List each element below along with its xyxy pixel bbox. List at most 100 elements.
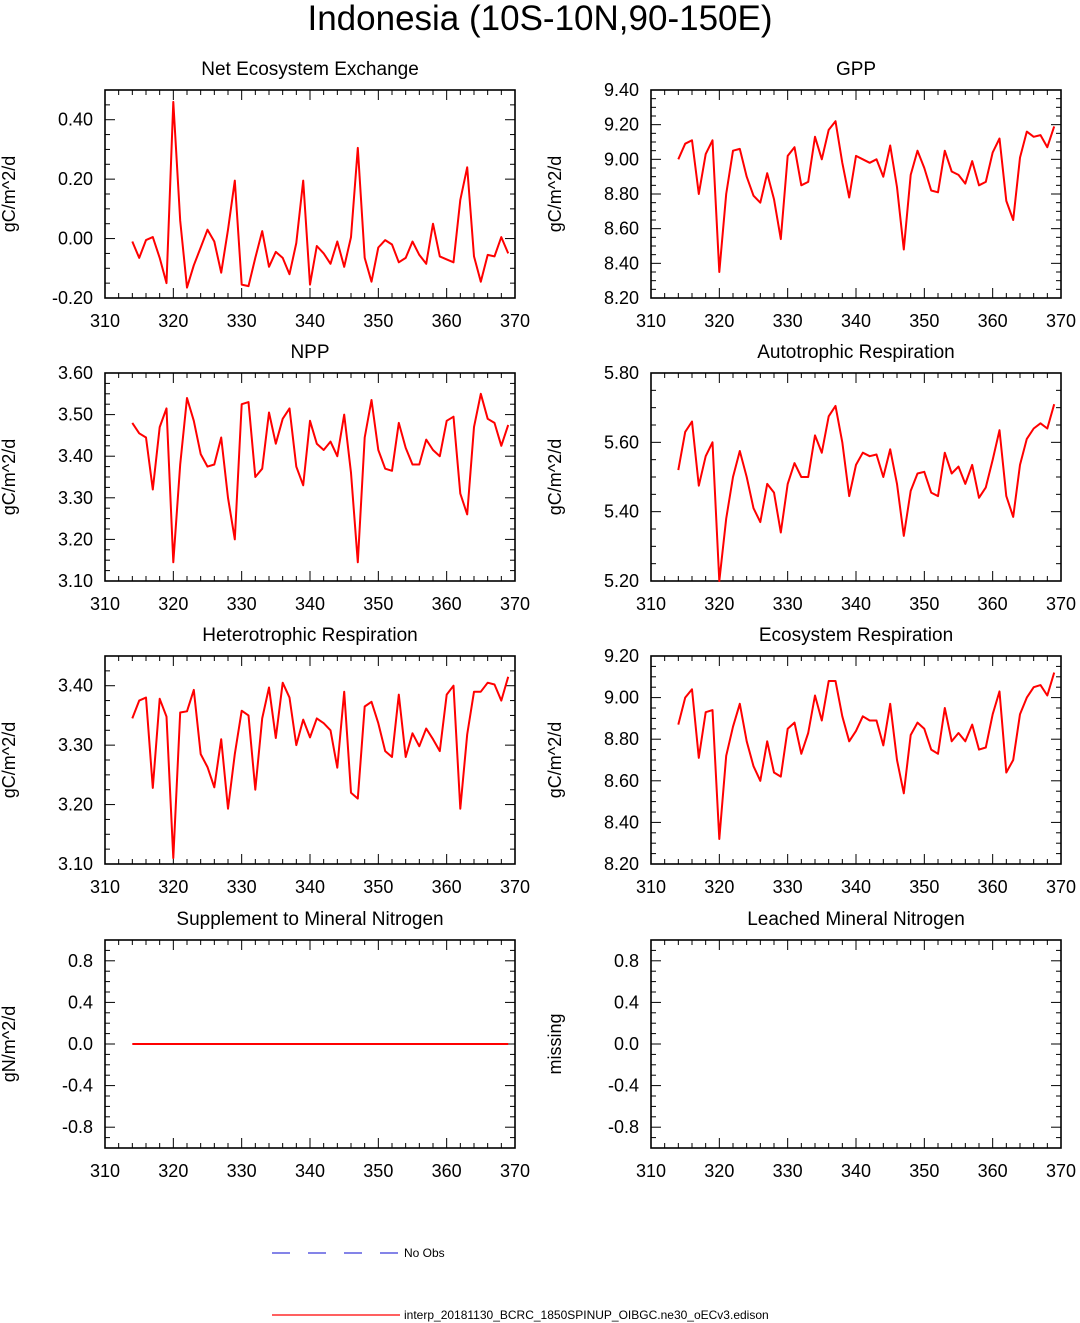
npp-y-tick-label: 3.50 xyxy=(58,405,93,425)
heterotrophic-respiration-x-tick-label: 320 xyxy=(158,877,188,897)
autotrophic-respiration-y-tick-label: 5.80 xyxy=(604,363,639,383)
supplement-to-mineral-nitrogen-x-tick-label: 330 xyxy=(227,1161,257,1181)
gpp-x-tick-label: 350 xyxy=(909,311,939,331)
net-ecosystem-exchange-x-tick-label: 350 xyxy=(363,311,393,331)
ecosystem-respiration-y-tick-label: 9.20 xyxy=(604,646,639,666)
panel-heterotrophic-respiration: Heterotrophic Respiration 310 320 330 340 350… xyxy=(0,625,530,897)
gpp-y-tick-label: 8.80 xyxy=(604,184,639,204)
net-ecosystem-exchange-y-tick-label: 0.00 xyxy=(58,229,93,249)
net-ecosystem-exchange-y-tick-label: 0.20 xyxy=(58,169,93,189)
supplement-to-mineral-nitrogen-y-tick-label: -0.8 xyxy=(62,1117,93,1137)
net-ecosystem-exchange-x-tick-label: 310 xyxy=(90,311,120,331)
npp-y-tick-label: 3.30 xyxy=(58,488,93,508)
ecosystem-respiration-y-tick-label: 8.80 xyxy=(604,729,639,749)
panels: Net Ecosystem Exchange 310 320 330 340 350 360… xyxy=(0,59,1076,1181)
net-ecosystem-exchange-title: Net Ecosystem Exchange xyxy=(201,59,419,80)
gpp-series-line-0 xyxy=(677,120,1056,273)
gpp-y-tick-label: 9.20 xyxy=(604,115,639,135)
legend-label-no-obs: No Obs xyxy=(404,1246,445,1260)
autotrophic-respiration-series-line-0 xyxy=(677,403,1056,582)
ecosystem-respiration-plot-frame xyxy=(650,655,1062,865)
net-ecosystem-exchange-x-tick-label: 320 xyxy=(158,311,188,331)
autotrophic-respiration-x-tick-label: 340 xyxy=(841,594,871,614)
heterotrophic-respiration-x-tick-label: 330 xyxy=(227,877,257,897)
gpp-y-tick-label: 8.20 xyxy=(604,288,639,308)
net-ecosystem-exchange-x-tick-label: 370 xyxy=(500,311,530,331)
supplement-to-mineral-nitrogen-x-tick-label: 370 xyxy=(500,1161,530,1181)
heterotrophic-respiration-y-tick-label: 3.20 xyxy=(58,795,93,815)
net-ecosystem-exchange-x-tick-label: 360 xyxy=(432,311,462,331)
leached-mineral-nitrogen-y-tick-label: 0.4 xyxy=(614,992,639,1012)
gpp-title: GPP xyxy=(836,59,876,80)
leached-mineral-nitrogen-x-tick-label: 330 xyxy=(773,1161,803,1181)
panel-autotrophic-respiration: Autotrophic Respiration 310 320 330 340 350 36… xyxy=(545,342,1076,614)
leached-mineral-nitrogen-y-tick-label: -0.8 xyxy=(608,1117,639,1137)
supplement-to-mineral-nitrogen-x-tick-label: 360 xyxy=(432,1161,462,1181)
npp-y-tick-label: 3.20 xyxy=(58,529,93,549)
net-ecosystem-exchange-y-tick-label: -0.20 xyxy=(52,288,93,308)
npp-x-tick-label: 330 xyxy=(227,594,257,614)
autotrophic-respiration-x-tick-label: 320 xyxy=(704,594,734,614)
legend-label-model: interp_20181130_BCRC_1850SPINUP_OIBGC.ne… xyxy=(404,1308,769,1322)
gpp-x-tick-label: 340 xyxy=(841,311,871,331)
net-ecosystem-exchange-y-axis-label: gC/m^2/d xyxy=(0,156,19,232)
net-ecosystem-exchange-x-tick-label: 330 xyxy=(227,311,257,331)
autotrophic-respiration-x-tick-label: 360 xyxy=(978,594,1008,614)
heterotrophic-respiration-y-axis-label: gC/m^2/d xyxy=(0,722,19,798)
ecosystem-respiration-y-tick-label: 8.60 xyxy=(604,771,639,791)
ecosystem-respiration-title: Ecosystem Respiration xyxy=(759,625,953,646)
npp-title: NPP xyxy=(290,342,329,363)
panel-gpp: GPP 310 320 330 340 350 360 370 8.20 8.40 8.60 8.80… xyxy=(545,59,1076,331)
net-ecosystem-exchange-x-tick-label: 340 xyxy=(295,311,325,331)
leached-mineral-nitrogen-plot-frame xyxy=(650,939,1062,1149)
heterotrophic-respiration-x-tick-label: 350 xyxy=(363,877,393,897)
supplement-to-mineral-nitrogen-y-tick-label: -0.4 xyxy=(62,1076,93,1096)
gpp-x-tick-label: 370 xyxy=(1046,311,1076,331)
leached-mineral-nitrogen-y-axis-label: missing xyxy=(545,1013,565,1074)
heterotrophic-respiration-y-tick-label: 3.10 xyxy=(58,854,93,874)
autotrophic-respiration-plot-frame xyxy=(650,372,1062,582)
gpp-y-tick-label: 9.40 xyxy=(604,80,639,100)
net-ecosystem-exchange-series-line-0 xyxy=(131,100,510,289)
autotrophic-respiration-x-tick-label: 310 xyxy=(636,594,666,614)
ecosystem-respiration-x-tick-label: 330 xyxy=(773,877,803,897)
gpp-x-tick-label: 360 xyxy=(978,311,1008,331)
ecosystem-respiration-x-tick-label: 310 xyxy=(636,877,666,897)
autotrophic-respiration-y-axis-label: gC/m^2/d xyxy=(545,439,565,515)
heterotrophic-respiration-title: Heterotrophic Respiration xyxy=(202,625,417,646)
autotrophic-respiration-y-tick-label: 5.60 xyxy=(604,432,639,452)
npp-y-tick-label: 3.60 xyxy=(58,363,93,383)
npp-x-tick-label: 340 xyxy=(295,594,325,614)
heterotrophic-respiration-x-tick-label: 360 xyxy=(432,877,462,897)
gpp-y-axis-label: gC/m^2/d xyxy=(545,156,565,232)
ecosystem-respiration-series-line-0 xyxy=(677,672,1056,840)
panel-leached-mineral-nitrogen: Leached Mineral Nitrogen 310 320 330 340 350 3… xyxy=(545,909,1076,1181)
ecosystem-respiration-x-tick-label: 370 xyxy=(1046,877,1076,897)
panel-supplement-to-mineral-nitrogen: Supplement to Mineral Nitrogen 310 320 330 3… xyxy=(0,909,530,1181)
leached-mineral-nitrogen-x-tick-label: 350 xyxy=(909,1161,939,1181)
npp-y-axis-label: gC/m^2/d xyxy=(0,439,19,515)
leached-mineral-nitrogen-y-tick-label: -0.4 xyxy=(608,1076,639,1096)
npp-series-line-0 xyxy=(131,392,510,564)
supplement-to-mineral-nitrogen-y-axis-label: gN/m^2/d xyxy=(0,1006,19,1082)
supplement-to-mineral-nitrogen-x-tick-label: 320 xyxy=(158,1161,188,1181)
ecosystem-respiration-y-tick-label: 8.40 xyxy=(604,812,639,832)
gpp-y-tick-label: 9.00 xyxy=(604,149,639,169)
supplement-to-mineral-nitrogen-y-tick-label: 0.0 xyxy=(68,1034,93,1054)
npp-x-tick-label: 310 xyxy=(90,594,120,614)
leached-mineral-nitrogen-x-tick-label: 370 xyxy=(1046,1161,1076,1181)
npp-x-tick-label: 370 xyxy=(500,594,530,614)
autotrophic-respiration-x-tick-label: 370 xyxy=(1046,594,1076,614)
ecosystem-respiration-y-axis-label: gC/m^2/d xyxy=(545,722,565,798)
main-title: Indonesia (10S-10N,90-150E) xyxy=(307,0,772,38)
supplement-to-mineral-nitrogen-x-tick-label: 350 xyxy=(363,1161,393,1181)
npp-x-tick-label: 350 xyxy=(363,594,393,614)
supplement-to-mineral-nitrogen-title: Supplement to Mineral Nitrogen xyxy=(176,909,443,930)
panel-net-ecosystem-exchange: Net Ecosystem Exchange 310 320 330 340 350 360… xyxy=(0,59,530,331)
panel-npp: NPP 310 320 330 340 350 360 370 3.10 3.20 3.30 3.40… xyxy=(0,342,530,614)
heterotrophic-respiration-y-tick-label: 3.40 xyxy=(58,676,93,696)
leached-mineral-nitrogen-x-tick-label: 360 xyxy=(978,1161,1008,1181)
heterotrophic-respiration-x-tick-label: 340 xyxy=(295,877,325,897)
gpp-x-tick-label: 310 xyxy=(636,311,666,331)
